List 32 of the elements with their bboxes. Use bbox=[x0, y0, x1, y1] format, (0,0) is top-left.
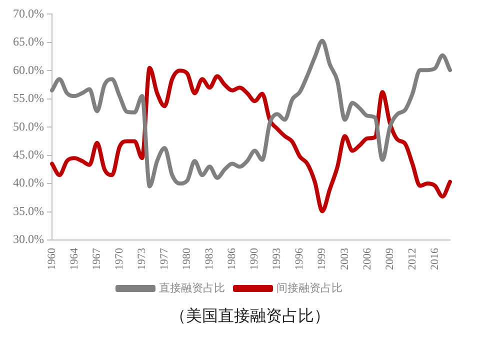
x-tick-label: 1977 bbox=[158, 248, 171, 270]
x-tick-label: 1993 bbox=[271, 248, 284, 270]
x-tick-label: 1990 bbox=[248, 248, 261, 270]
x-tick-label: 1973 bbox=[136, 248, 148, 270]
x-tick-label: 1983 bbox=[204, 248, 216, 270]
x-tick-label: 2006 bbox=[361, 248, 374, 270]
x-tick-label: 1986 bbox=[226, 248, 238, 270]
y-tick-label: 70.0% bbox=[12, 6, 44, 20]
x-tick-label: 1980 bbox=[181, 248, 194, 270]
line-series bbox=[50, 38, 452, 188]
text: （美国直接融资占比） bbox=[169, 306, 331, 327]
y-tick-label: 30.0% bbox=[12, 232, 44, 246]
legend-label: 直接融资占比 bbox=[159, 281, 225, 294]
x-tick-label: 1967 bbox=[90, 248, 103, 270]
x-tick-label: 1964 bbox=[68, 248, 80, 270]
y-tick-label: 55.0% bbox=[12, 91, 44, 106]
line-series bbox=[50, 66, 452, 214]
y-tick-label: 45.0% bbox=[12, 147, 44, 162]
x-tick-label: 1996 bbox=[294, 248, 306, 270]
x-tick-label: 1970 bbox=[113, 248, 126, 270]
x-tick-label: 2016 bbox=[428, 248, 441, 270]
x-tick-label: 1999 bbox=[316, 248, 328, 270]
legend-label: 间接融资占比 bbox=[276, 281, 342, 294]
y-tick-label: 65.0% bbox=[12, 34, 44, 49]
x-tick-label: 2003 bbox=[338, 248, 351, 270]
x-tick-label: 2012 bbox=[406, 248, 418, 270]
y-tick-label: 40.0% bbox=[12, 176, 44, 190]
x-tick-label: 2009 bbox=[384, 248, 396, 270]
y-tick-label: 60.0% bbox=[12, 62, 44, 77]
y-tick-label: 50.0% bbox=[12, 119, 44, 134]
x-tick-label: 1960 bbox=[46, 248, 58, 270]
y-tick-label: 35.0% bbox=[12, 204, 44, 218]
